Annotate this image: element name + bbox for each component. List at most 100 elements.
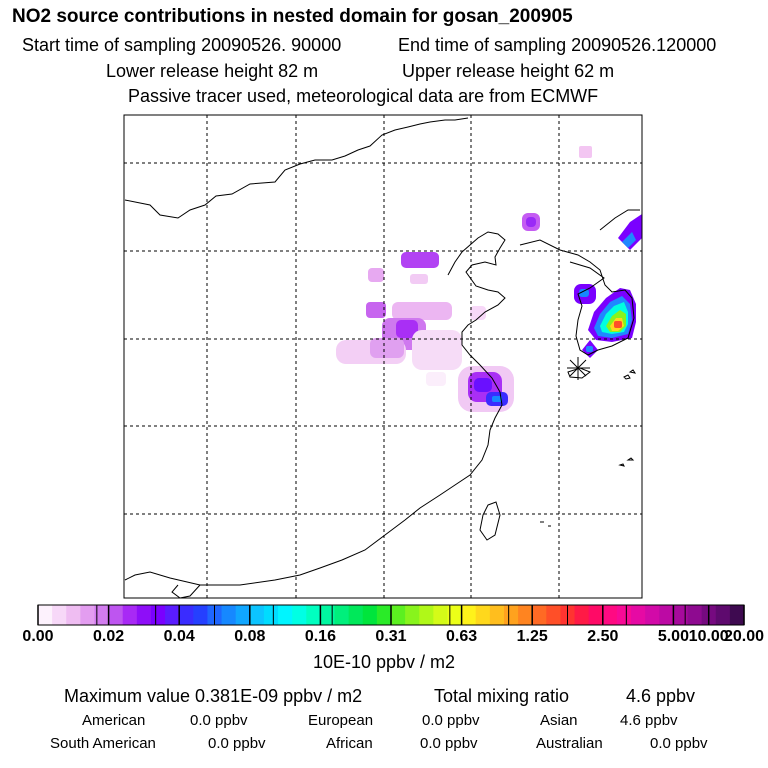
coastline-japan [599, 209, 640, 231]
plume-central-g [412, 330, 462, 370]
australian-label: Australian [536, 735, 603, 752]
colorbar-swatch [249, 605, 265, 625]
south-american-value: 0.0 ppbv [208, 735, 266, 752]
colorbar-tick-label: 5.00 [657, 628, 689, 645]
colorbar-swatch [659, 605, 674, 625]
colorbar-swatch [165, 605, 180, 625]
colorbar-swatch [150, 605, 166, 625]
colorbar-tick-label: 20.00 [723, 628, 765, 645]
colorbar-swatch [729, 605, 745, 625]
upper-release-label: Upper release height 62 m [402, 61, 615, 81]
colorbar-swatch [518, 605, 533, 625]
colorbar-swatch [179, 605, 194, 625]
colorbar-swatch [221, 605, 237, 625]
colorbar-tick-label: 0.00 [22, 628, 54, 645]
colorbar-swatch [546, 605, 562, 625]
colorbar-tick-label: 0.02 [93, 628, 125, 645]
colorbar-swatch [376, 605, 392, 625]
plume-central-f [370, 338, 404, 358]
african-label: African [326, 735, 373, 752]
colorbar-swatch [447, 605, 463, 625]
colorbar-swatch [94, 605, 110, 625]
plume-shandong-a [401, 252, 439, 268]
asian-value: 4.6 ppbv [620, 712, 678, 729]
colorbar-swatch [80, 605, 96, 625]
plume-central-a [366, 302, 386, 318]
receptor-marker [567, 357, 590, 380]
colorbar-swatch [306, 605, 321, 625]
colorbar-unit: 10E-10 ppbv / m2 [312, 652, 456, 672]
colorbar-tick-label: 0.63 [446, 628, 478, 645]
colorbar-swatch [574, 605, 590, 625]
colorbar-swatch [687, 605, 703, 625]
colorbar-swatch [108, 605, 124, 625]
chart-title: NO2 source contributions in nested domai… [12, 6, 573, 27]
plume-shanghai-d [492, 396, 502, 402]
colorbar-swatch [616, 605, 632, 625]
colorbar-swatch [715, 605, 731, 625]
start-time-label: Start time of sampling 20090526. 90000 [22, 35, 342, 55]
american-label: American [82, 712, 146, 729]
colorbar-tick-label: 0.31 [375, 628, 407, 645]
colorbar-swatch [348, 605, 364, 625]
colorbar-swatch [235, 605, 251, 625]
coastline-china-east [124, 231, 506, 586]
plume-central-h [426, 372, 446, 386]
colorbar-swatch [391, 605, 406, 625]
coastline-north [124, 117, 469, 219]
colorbar-swatch [419, 605, 434, 625]
african-value: 0.0 ppbv [420, 735, 478, 752]
south-american-label: South American [50, 735, 156, 752]
end-time-label: End time of sampling 20090526.120000 [398, 35, 717, 55]
plume-yellow-sea [470, 306, 486, 320]
plume-korea-west-core [579, 289, 589, 297]
colorbar-swatch [136, 605, 152, 625]
colorbar-swatch [334, 605, 350, 625]
colorbar-tick-label: 2.50 [587, 628, 619, 645]
grid-layer [124, 115, 642, 598]
colorbar-swatch [320, 605, 336, 625]
map-frame [123, 114, 643, 599]
plume-korea-south-core [586, 346, 593, 352]
colorbar-swatch [631, 605, 646, 625]
colorbar-swatch [38, 605, 53, 625]
plume-central-d [396, 320, 418, 338]
american-value: 0.0 ppbv [190, 712, 248, 729]
colorbar-tick-label: 0.04 [163, 628, 195, 645]
plume-shandong-c [410, 274, 428, 284]
colorbar-swatch [602, 605, 618, 625]
asian-label: Asian [540, 712, 578, 729]
coastline-islands [540, 369, 637, 527]
colorbar-swatch [588, 605, 604, 625]
colorbar-swatch [52, 605, 67, 625]
plume-northeast-b [526, 217, 536, 227]
coastline-korea [519, 239, 635, 356]
colorbar-tick-label: 1.25 [516, 628, 548, 645]
plume-central-b [392, 302, 452, 320]
total-mixing-value: 4.6 ppbv [626, 686, 696, 706]
colorbar-swatch [489, 605, 505, 625]
plume-korea-6 [614, 321, 622, 328]
colorbar-swatch [405, 605, 420, 625]
coastline-layer [124, 117, 640, 599]
colorbar-swatch [66, 605, 81, 625]
colorbar-swatch [122, 605, 138, 625]
colorbar-swatch [433, 605, 449, 625]
colorbar-swatch [278, 605, 293, 625]
colorbar-swatch [362, 605, 378, 625]
european-value: 0.0 ppbv [422, 712, 480, 729]
colorbar-swatch [475, 605, 491, 625]
lower-release-label: Lower release height 82 m [106, 61, 319, 81]
colorbar-swatch [263, 605, 279, 625]
colorbar-tick-label: 0.08 [234, 628, 266, 645]
plume-shanghai-b [474, 378, 492, 392]
max-value-label: Maximum value 0.381E-09 ppbv / m2 [64, 686, 363, 706]
colorbar-tick-label: 0.16 [304, 628, 336, 645]
total-mixing-label: Total mixing ratio [434, 686, 570, 706]
european-label: European [308, 712, 374, 729]
plume-north [579, 146, 592, 158]
colorbar-swatch [503, 605, 519, 625]
colorbar-swatch [292, 605, 307, 625]
coastline-hainan [171, 584, 201, 599]
